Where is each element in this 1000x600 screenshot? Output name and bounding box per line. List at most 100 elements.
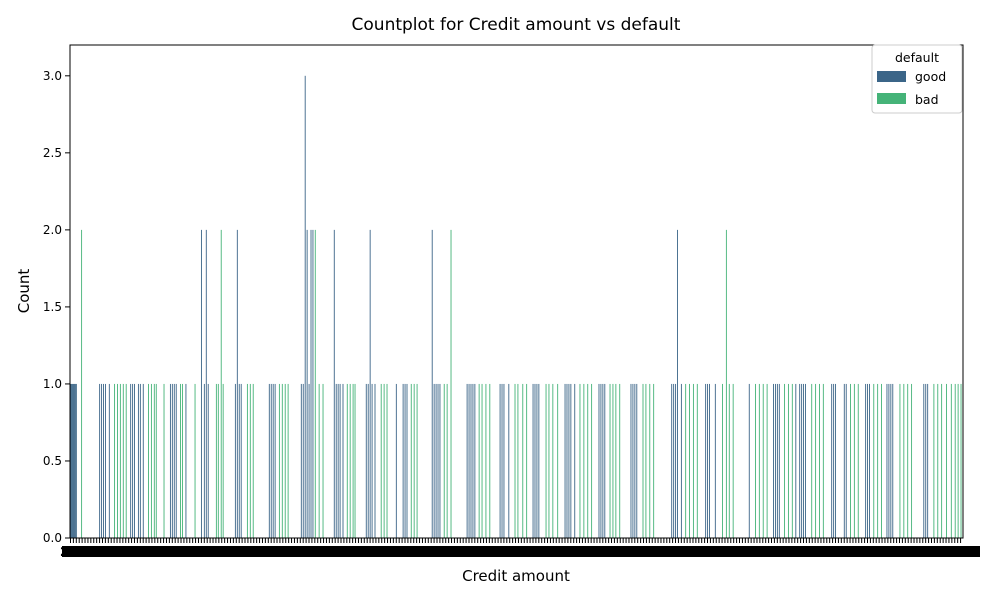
bar-good	[890, 383, 892, 538]
bar-bad	[122, 383, 124, 538]
bar-good	[634, 383, 636, 538]
bar-bad	[903, 383, 905, 538]
bar-good	[185, 383, 187, 538]
bar-good	[778, 383, 780, 538]
legend-swatch-bad	[877, 93, 906, 104]
bar-bad	[526, 383, 528, 538]
bar-bad	[117, 383, 118, 538]
bar-bad	[619, 383, 621, 538]
bar-good	[472, 383, 474, 538]
bar-bad	[685, 383, 687, 538]
bar-good	[272, 383, 274, 538]
y-axis-label: Count	[15, 269, 33, 314]
bar-good	[71, 383, 72, 538]
bar-good	[312, 229, 314, 539]
bar-bad	[954, 383, 956, 538]
bar-good	[538, 383, 540, 538]
bar-bad	[857, 383, 859, 538]
bar-bad	[583, 383, 585, 538]
bar-bad	[215, 383, 217, 538]
bar-bad	[380, 383, 382, 538]
bar-bad	[946, 383, 947, 538]
bar-good	[865, 383, 867, 538]
bar-bad	[150, 383, 152, 538]
bar-good	[795, 383, 797, 538]
bar-bad	[443, 383, 445, 538]
bar-good	[437, 383, 439, 538]
bar-good	[142, 383, 144, 538]
bar-bad	[349, 383, 351, 538]
bar-bad	[125, 383, 127, 538]
bar-good	[175, 383, 177, 538]
bar-good	[503, 383, 505, 538]
bar-good	[203, 383, 205, 538]
bar-good	[132, 383, 134, 538]
bar-bad	[941, 383, 943, 538]
bar-good	[306, 229, 308, 539]
bar-good	[632, 383, 634, 538]
bar-bad	[557, 383, 559, 538]
bar-bad	[591, 383, 593, 538]
bar-good	[404, 383, 406, 538]
bar-bad	[249, 383, 251, 538]
bar-good	[867, 383, 869, 538]
bar-good	[566, 383, 568, 538]
bar-bad	[284, 383, 286, 538]
bar-bad	[873, 383, 875, 538]
x-axis-label: Credit amount	[462, 567, 570, 585]
bar-good	[240, 383, 242, 538]
bar-bad	[489, 383, 491, 538]
bar-good	[395, 383, 397, 538]
bar-bad	[615, 383, 617, 538]
plot-background	[70, 45, 963, 538]
bar-good	[369, 229, 371, 539]
bar-good	[300, 383, 302, 538]
bar-bad	[587, 383, 589, 538]
bar-good	[564, 383, 566, 538]
bar-good	[130, 383, 132, 538]
bar-bad	[346, 383, 348, 538]
bar-bad	[155, 383, 157, 538]
bar-good	[501, 383, 503, 538]
bar-bad	[755, 383, 756, 538]
y-tick-label: 0.5	[43, 454, 62, 468]
bar-bad	[689, 383, 690, 538]
bar-good	[508, 383, 510, 538]
legend-label-bad: bad	[915, 92, 939, 107]
bar-bad	[645, 383, 647, 538]
bar-bad	[446, 383, 448, 538]
bar-bad	[148, 383, 149, 538]
bar-good	[888, 383, 890, 538]
bar-bad	[485, 383, 487, 538]
bar-good	[435, 383, 437, 538]
bar-good	[673, 383, 675, 538]
bar-bad	[522, 383, 524, 538]
bar-good	[134, 383, 135, 538]
bar-good	[602, 383, 604, 538]
bar-good	[923, 383, 925, 538]
bar-good	[705, 383, 707, 538]
bar-good	[600, 383, 602, 538]
y-tick-label: 1.0	[43, 377, 62, 391]
bar-bad	[899, 383, 901, 538]
bar-good	[925, 383, 927, 538]
bar-good	[108, 383, 110, 538]
bar-bad	[478, 383, 480, 538]
bar-good	[843, 383, 845, 538]
bar-good	[499, 383, 501, 538]
bar-bad	[180, 383, 181, 538]
bar-good	[171, 383, 173, 538]
bar-bad	[119, 383, 121, 538]
bar-good	[72, 383, 73, 538]
plot-frame	[69, 44, 964, 539]
bar-good	[302, 383, 304, 538]
bar-good	[675, 383, 677, 538]
bar-good	[803, 383, 805, 538]
bar-bad	[960, 383, 962, 538]
bar-bad	[957, 383, 959, 538]
bar-good	[101, 383, 103, 538]
bar-good	[598, 383, 600, 538]
bar-bad	[853, 383, 855, 538]
bar-bad	[386, 383, 388, 538]
bar-good	[680, 383, 682, 538]
